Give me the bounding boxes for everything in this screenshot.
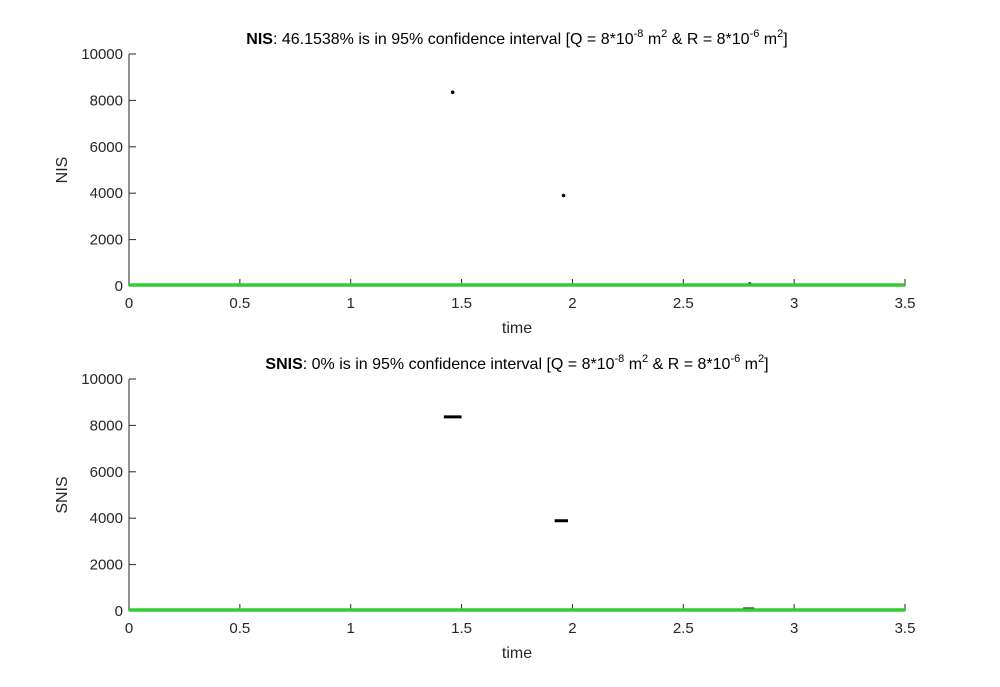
nis-x-tick-label: 0.5 [229, 295, 250, 312]
nis-x-tick-label: 1 [347, 295, 355, 312]
snis-x-tick-label: 2.5 [673, 620, 694, 637]
nis-x-tick-label: 2 [568, 295, 576, 312]
nis-y-tick-label: 4000 [90, 185, 123, 202]
snis-y-tick-label: 0 [115, 603, 123, 620]
snis-x-tick-label: 0 [125, 620, 133, 637]
nis-y-tick-label: 6000 [90, 139, 123, 156]
nis-x-tick-label: 3 [790, 295, 798, 312]
nis-data-point [561, 193, 566, 198]
snis-y-tick-label: 8000 [90, 417, 123, 434]
snis-x-tick-label: 1.5 [451, 620, 472, 637]
snis-x-tick-label: 2 [568, 620, 576, 637]
snis-y-tick-label: 10000 [81, 371, 123, 388]
nis-x-tick-label: 3.5 [895, 295, 916, 312]
nis-data-point [450, 90, 455, 95]
nis-y-tick-label: 2000 [90, 232, 123, 249]
snis-y-axis-label: SNIS [54, 476, 71, 513]
nis-y-tick-label: 0 [115, 278, 123, 295]
snis-x-tick-label: 3.5 [895, 620, 916, 637]
snis-y-tick-label: 4000 [90, 510, 123, 527]
nis-x-axis-label: time [502, 320, 532, 337]
snis-y-tick-label: 2000 [90, 557, 123, 574]
snis-y-tick-label: 6000 [90, 464, 123, 481]
nis-plot: NIS: 46.1538% is in 95% confidence inter… [54, 28, 915, 337]
snis-plot-title: SNIS: 0% is in 95% confidence interval [… [265, 353, 768, 373]
snis-x-tick-label: 3 [790, 620, 798, 637]
snis-x-tick-label: 0.5 [229, 620, 250, 637]
nis-x-tick-label: 2.5 [673, 295, 694, 312]
nis-x-tick-label: 1.5 [451, 295, 472, 312]
snis-x-axis-label: time [502, 645, 532, 662]
snis-plot: SNIS: 0% is in 95% confidence interval [… [54, 353, 915, 662]
nis-plot-title: NIS: 46.1538% is in 95% confidence inter… [246, 28, 787, 48]
snis-x-tick-label: 1 [347, 620, 355, 637]
nis-x-tick-label: 0 [125, 295, 133, 312]
nis-y-axis-label: NIS [54, 157, 71, 184]
nis-y-tick-label: 10000 [81, 46, 123, 63]
snis-axes: 0 0.5 1 1.5 2 2.5 3 3.5 0 2000 4000 6000 8000 10000 [81, 371, 915, 637]
nis-y-tick-label: 8000 [90, 92, 123, 109]
nis-axes: 0 0.5 1 1.5 2 2.5 3 3.5 0 2000 4000 6000 8000 10000 [81, 46, 915, 312]
